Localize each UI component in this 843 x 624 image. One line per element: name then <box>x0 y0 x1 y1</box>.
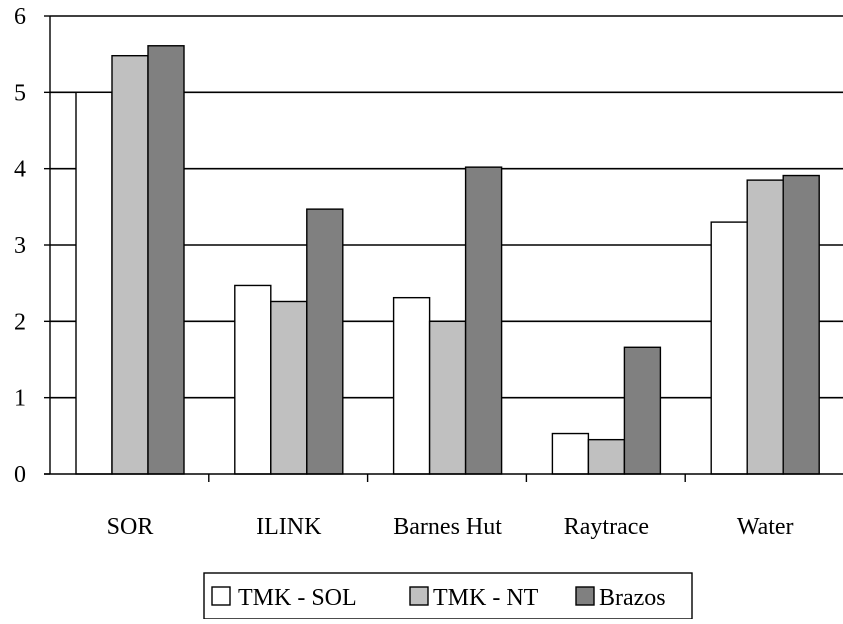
y-tick-label: 4 <box>14 157 26 183</box>
bar <box>551 432 590 475</box>
legend: TMK - SOL TMK - NT Brazos <box>203 572 693 620</box>
bar <box>234 284 272 475</box>
x-category-label: SOR <box>107 514 154 540</box>
x-category-label: Barnes Hut <box>393 514 502 540</box>
legend-label: TMK - NT <box>433 585 539 611</box>
legend-label: Brazos <box>599 585 666 611</box>
legend-swatch <box>211 586 231 606</box>
bar <box>270 300 308 475</box>
x-category-label: Water <box>737 514 794 540</box>
bar <box>306 208 344 475</box>
bar <box>428 320 467 475</box>
bars <box>75 45 820 475</box>
axes <box>44 15 843 482</box>
x-tick-labels: SOR ILINK Barnes Hut Raytrace Water <box>107 514 794 540</box>
bar <box>75 91 113 475</box>
legend-swatch <box>409 586 429 606</box>
legend-swatch <box>575 586 595 606</box>
bar <box>746 179 784 475</box>
y-tick-label: 5 <box>14 80 26 106</box>
y-tick-label: 2 <box>14 309 26 335</box>
bar <box>623 346 662 475</box>
legend-label: TMK - SOL <box>238 585 357 611</box>
y-tick-label: 6 <box>14 4 26 30</box>
bar <box>392 296 431 475</box>
bar <box>464 166 503 475</box>
bar <box>111 54 149 475</box>
x-category-label: ILINK <box>256 514 322 540</box>
bar <box>710 221 748 475</box>
bar <box>147 45 185 475</box>
legend-box <box>203 572 693 620</box>
bar <box>587 438 626 475</box>
y-tick-label: 3 <box>14 233 26 259</box>
y-tick-labels: 0 1 2 3 4 5 6 <box>14 4 26 488</box>
x-category-label: Raytrace <box>564 514 649 540</box>
y-tick-label: 0 <box>14 462 26 488</box>
bar <box>782 174 820 475</box>
y-tick-label: 1 <box>14 386 26 412</box>
